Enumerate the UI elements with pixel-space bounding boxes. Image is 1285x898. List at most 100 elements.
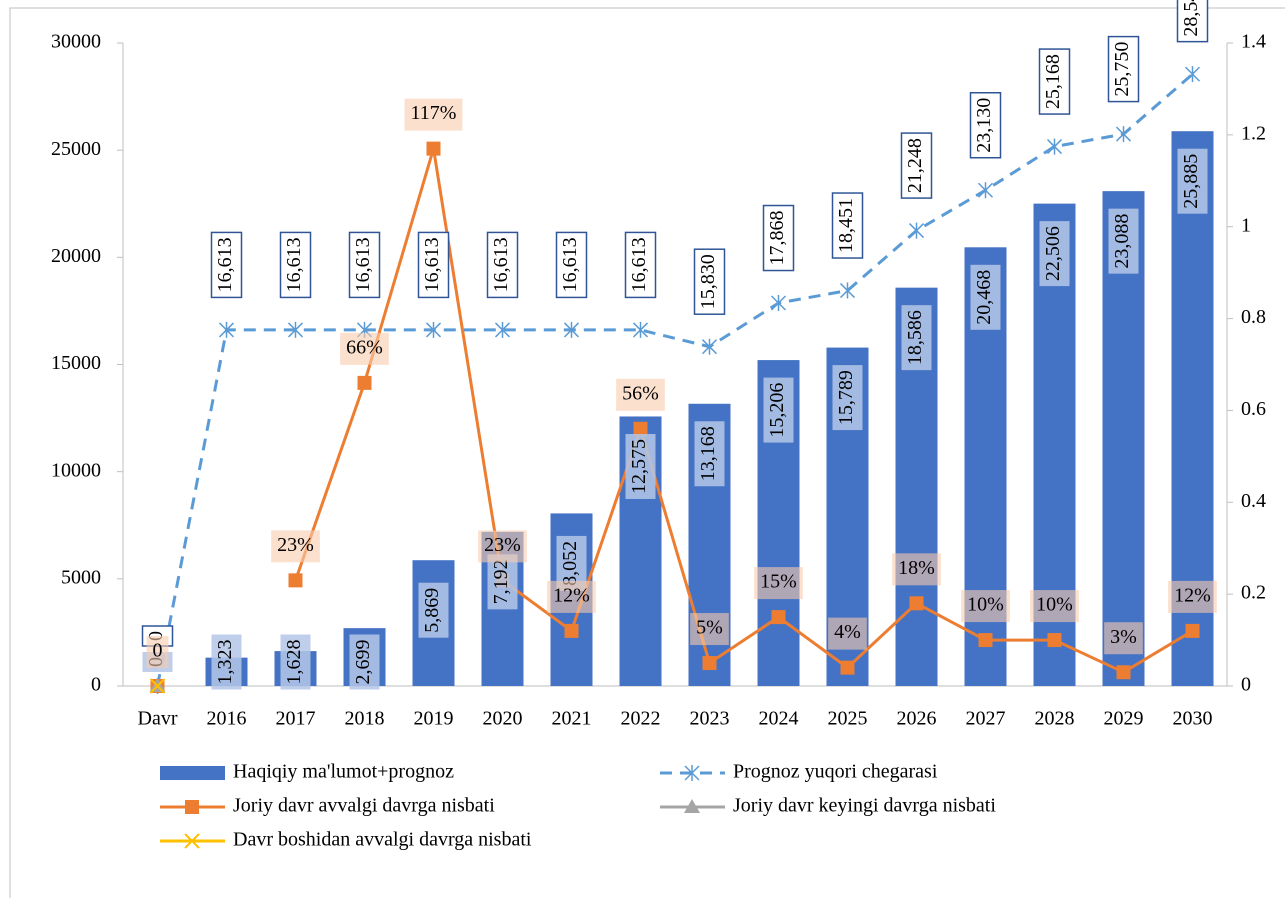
data-label-box [754, 567, 803, 600]
data-label-box [487, 554, 518, 610]
data-label: 66% [346, 336, 383, 358]
data-label: 20,468 [973, 270, 995, 325]
data-label-box [900, 132, 933, 199]
data-label: 13,168 [697, 426, 719, 481]
data-label-box [1107, 35, 1140, 103]
data-label-box [1039, 221, 1070, 287]
data-label-box [762, 204, 795, 272]
line-marker [633, 421, 648, 436]
line-marker [287, 321, 304, 338]
legend-label: Davr boshidan avvalgi davrga nisbati [233, 829, 532, 851]
data-label-box [555, 231, 588, 299]
line-marker [771, 610, 786, 625]
data-label: 10% [1036, 594, 1073, 616]
data-label-box [404, 98, 463, 131]
data-label-box [279, 231, 312, 299]
x-tick-label: 2028 [1035, 708, 1075, 730]
legend-marker [185, 800, 199, 814]
data-label: 15,789 [835, 370, 857, 425]
x-tick-label: 2023 [690, 708, 730, 730]
data-label-box [831, 192, 864, 259]
line-marker [564, 623, 579, 638]
data-label: 1,323 [214, 640, 236, 685]
data-label: 5% [696, 617, 723, 639]
line-marker [426, 141, 441, 156]
line-marker [494, 321, 511, 338]
line-marker [839, 282, 856, 299]
x-tick-label: 2029 [1104, 708, 1144, 730]
data-label-box [146, 636, 169, 668]
data-label-box [1104, 622, 1143, 655]
line-marker [701, 338, 718, 355]
data-label: 18% [898, 557, 935, 579]
line-marker [632, 321, 649, 338]
y2-tick-label: 1 [1241, 214, 1251, 236]
data-label: 23% [484, 534, 521, 556]
data-label-box [832, 365, 863, 431]
line-marker [977, 182, 994, 199]
data-label-box [1030, 590, 1079, 623]
line-marker [149, 678, 166, 694]
data-label-box [693, 248, 726, 315]
legend-swatch [160, 766, 225, 780]
data-label: 15% [760, 571, 797, 593]
data-label: 5,869 [421, 588, 443, 633]
data-label: 117% [411, 102, 457, 124]
legend-label: Joriy davr keyingi davrga nisbati [733, 795, 996, 817]
data-label-box [892, 553, 941, 586]
legend-marker [684, 799, 700, 813]
data-label-box [624, 231, 657, 299]
x-tick-label: 2027 [966, 708, 1006, 730]
y2-tick-label: 0.8 [1241, 306, 1266, 328]
y-tick-label: 25000 [51, 138, 101, 160]
data-label-box [271, 530, 320, 563]
data-label-box [210, 231, 243, 299]
data-label-box [961, 590, 1010, 623]
data-label: 0 [153, 640, 163, 662]
data-label: 7,192 [490, 559, 512, 604]
data-label: 12,575 [628, 439, 650, 494]
data-label: 8,052 [559, 541, 581, 586]
data-label-box [1176, 0, 1209, 43]
data-label-box [486, 231, 519, 299]
legend-marker [184, 833, 200, 849]
data-label: 16,613 [283, 237, 305, 292]
data-label-box [616, 378, 665, 411]
x-tick-label: 2022 [621, 708, 661, 730]
x-tick-label: Davr [138, 708, 178, 730]
data-label: 15,830 [697, 254, 719, 309]
data-label-box [1108, 208, 1139, 274]
y2-tick-label: 1.2 [1241, 122, 1266, 144]
line-marker [840, 660, 855, 675]
line-marker [1047, 633, 1062, 648]
x-tick-label: 2021 [552, 708, 592, 730]
x-tick-label: 2018 [345, 708, 385, 730]
data-label: 22,506 [1042, 226, 1064, 281]
data-label-box [1177, 148, 1208, 214]
data-label-box [690, 613, 729, 646]
data-label: 10% [967, 594, 1004, 616]
data-label: 2,699 [352, 640, 374, 685]
data-label: 28,547 [1180, 0, 1202, 37]
line-marker [770, 295, 787, 312]
data-label-box [625, 433, 656, 499]
data-label: 16,613 [214, 237, 236, 292]
line-marker [978, 633, 993, 648]
x-tick-label: 2025 [828, 708, 868, 730]
line-marker [425, 321, 442, 338]
legend-label: Joriy davr avvalgi davrga nisbati [233, 795, 495, 817]
data-label-box [340, 332, 389, 365]
data-label-box [211, 634, 242, 690]
data-label: 23,088 [1111, 214, 1133, 269]
data-label: 16,613 [421, 237, 443, 292]
legend-label: Prognoz yuqori chegarasi [733, 761, 938, 783]
data-label: 12% [553, 584, 590, 606]
line-marker [1115, 126, 1132, 143]
data-label-box [763, 377, 794, 443]
x-tick-label: 2016 [207, 708, 247, 730]
data-label: 18,451 [835, 198, 857, 253]
x-tick-label: 2024 [759, 708, 799, 730]
line-marker [702, 656, 717, 671]
y2-tick-label: 1.4 [1241, 31, 1266, 53]
y-tick-label: 0 [91, 674, 101, 696]
